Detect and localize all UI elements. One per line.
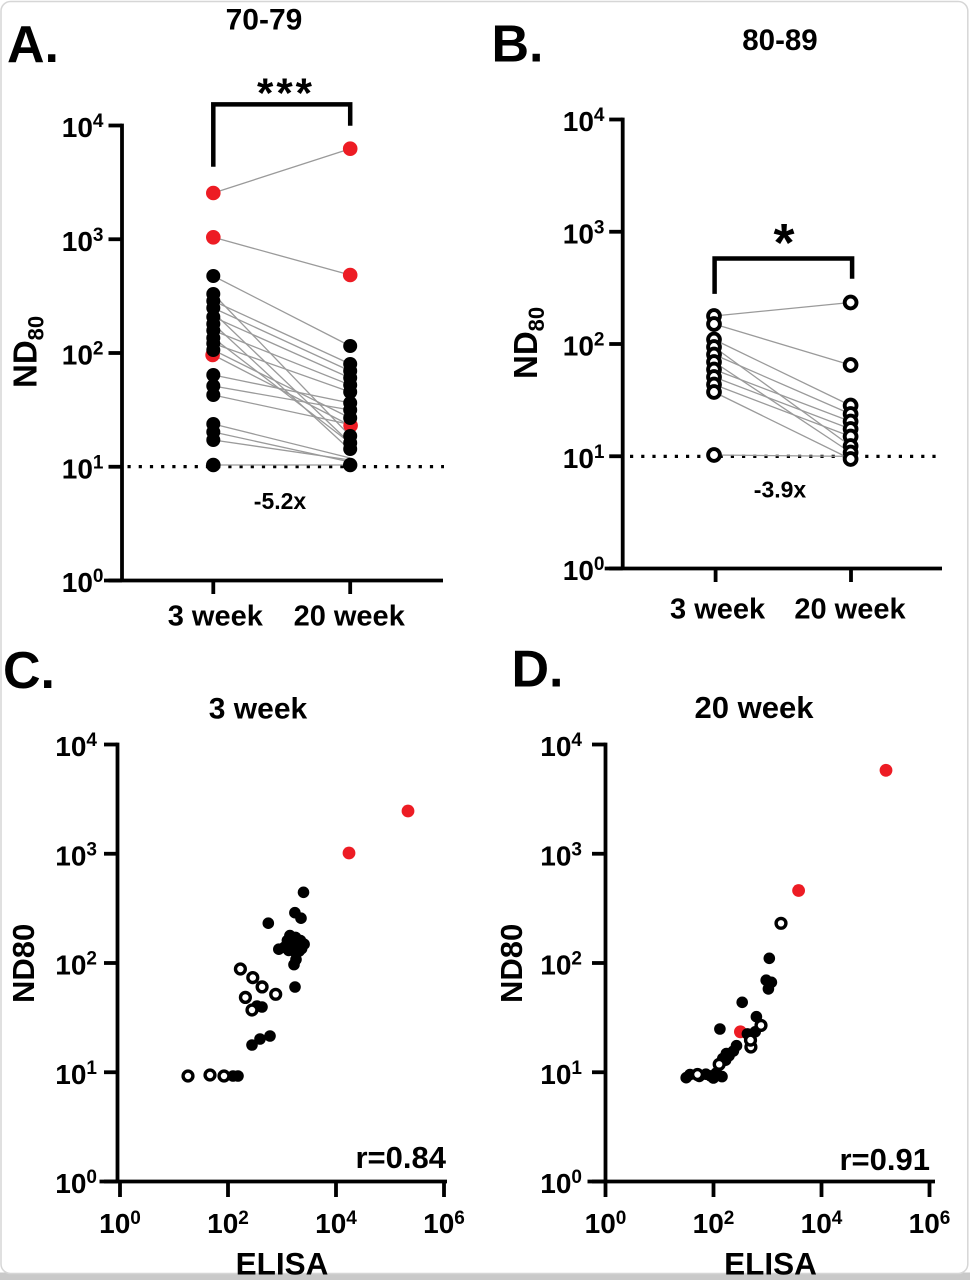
svg-text:102: 102 (563, 330, 605, 362)
svg-text:103: 103 (540, 839, 582, 871)
svg-text:20 week: 20 week (695, 690, 815, 725)
svg-text:20 week: 20 week (294, 601, 406, 633)
svg-text:80-89: 80-89 (742, 24, 817, 57)
svg-text:r=0.84: r=0.84 (355, 1140, 446, 1175)
svg-text:102: 102 (207, 1208, 249, 1239)
svg-text:B.: B. (492, 16, 544, 74)
svg-text:C.: C. (3, 642, 55, 700)
svg-text:r=0.91: r=0.91 (839, 1142, 930, 1177)
svg-text:ELISA: ELISA (724, 1246, 817, 1280)
svg-text:-3.9x: -3.9x (754, 477, 807, 503)
svg-text:-5.2x: -5.2x (254, 488, 307, 514)
svg-text:ND80: ND80 (494, 924, 529, 1003)
svg-text:***: *** (257, 70, 315, 117)
svg-text:70-79: 70-79 (226, 4, 303, 37)
svg-text:3 week: 3 week (168, 601, 264, 633)
svg-text:ND80: ND80 (6, 924, 41, 1003)
svg-text:ELISA: ELISA (236, 1246, 329, 1280)
svg-text:3 week: 3 week (209, 693, 308, 726)
svg-text:3 week: 3 week (670, 594, 766, 626)
svg-text:*: * (773, 213, 794, 273)
svg-text:20 week: 20 week (794, 594, 906, 626)
svg-text:A.: A. (7, 16, 59, 74)
svg-text:D.: D. (512, 641, 564, 699)
